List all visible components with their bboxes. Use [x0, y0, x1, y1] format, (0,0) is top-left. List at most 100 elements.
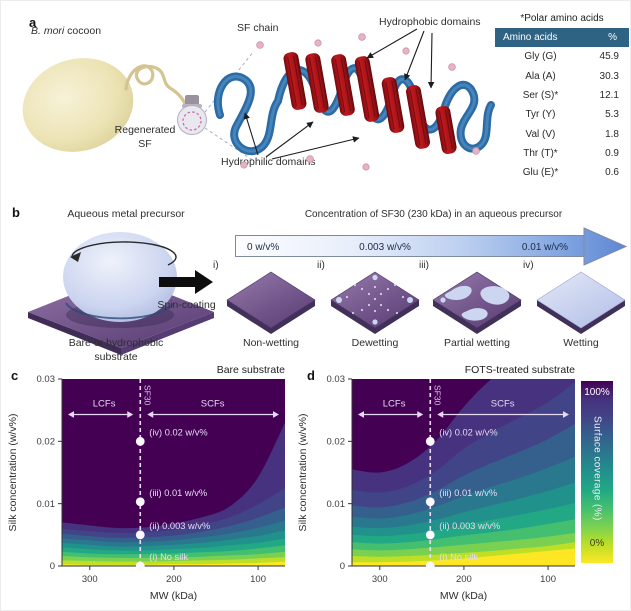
amino-name-cell: Tyr (Y): [495, 105, 586, 125]
droplet-illustration: [28, 232, 214, 355]
x-tick-label: 300: [82, 574, 98, 585]
amino-table-row: Gly (G) 45.9: [495, 47, 629, 67]
regenerated-sf-label: Regenerated SF: [114, 124, 176, 150]
y-tick-label: 0.01: [327, 499, 346, 510]
amino-percent-cell: 0.6: [585, 163, 629, 183]
y-tick-label: 0.02: [327, 437, 346, 448]
x-tick-label: 200: [456, 574, 472, 585]
sf-chain-illustration: [213, 28, 495, 171]
substrate-icon-droplets: [330, 271, 420, 334]
colorbar-max-label: 100%: [584, 387, 610, 398]
y-tick-label: 0.01: [37, 499, 56, 510]
data-point: [425, 436, 435, 446]
arrow-tick-2: 0.01 w/v%: [522, 242, 568, 253]
callout-line-bottom: [204, 127, 255, 162]
concentration-arrow-title: Concentration of SF30 (230 kDa) in an aq…: [304, 209, 563, 220]
state-name-label: Non-wetting: [242, 337, 300, 349]
amino-name-cell: Ala (A): [495, 66, 586, 86]
amino-name-cell: Gly (G): [495, 47, 586, 67]
amino-name-cell: Ser (S)*: [495, 85, 586, 106]
x-tick-label: 300: [372, 574, 388, 585]
data-point: [425, 497, 435, 507]
state-numeral: i): [213, 260, 219, 271]
amino-table-header-cell: %: [608, 32, 617, 43]
x-tick-label: 100: [250, 574, 266, 585]
hydrophobic-domains-label: Hydrophobic domains: [379, 16, 481, 28]
silk-thread-icon: [124, 64, 188, 109]
hydrophilic-arrows: [243, 112, 360, 160]
amino-name-cell: Thr (T)*: [495, 143, 586, 164]
hydrophobic-cylinder: [406, 85, 430, 149]
scf-region-arrow-left-head: [147, 411, 154, 418]
amino-table-row: Val (V) 1.8: [495, 124, 629, 144]
contour-band: [352, 548, 575, 566]
panel-c-label: c: [11, 368, 19, 383]
spin-rotation-arrowhead: [70, 252, 81, 262]
wetting-state-patches: iii) Partial wetting: [419, 260, 523, 349]
amino-table-row: Glu (E)* 0.6: [495, 163, 629, 183]
amino-table-row: Ser (S)* 12.1: [495, 85, 629, 106]
contour-area: [62, 379, 285, 566]
amino-percent-cell: 1.8: [585, 124, 629, 144]
data-point-label: (iii) 0.01 w/v%: [439, 488, 497, 498]
data-point-label: (iv) 0.02 w/v%: [149, 427, 207, 437]
arrow-tick-0: 0 w/v%: [247, 242, 279, 253]
hydrophobic-cylinder: [283, 52, 307, 110]
lcf-region-arrow-left-head: [68, 411, 74, 418]
spin-coating-label: Spin-coating: [157, 299, 216, 311]
amino-name-cell: Val (V): [495, 124, 586, 144]
scf-region-label: SCFs: [201, 399, 225, 410]
y-tick-label: 0.02: [37, 437, 56, 448]
scf-region-arrow-right-head: [563, 411, 569, 418]
amino-acid-table-container: *Polar amino acids Amino acids% Gly (G) 4…: [495, 13, 629, 183]
cocoon-label: B. mori cocoon: [31, 25, 102, 37]
data-point: [135, 530, 145, 540]
state-name-label: Partial wetting: [444, 337, 510, 349]
hydrophobic-cylinder: [354, 56, 380, 122]
state-numeral: iii): [419, 260, 429, 271]
wetting-state-droplets: ii) Dewetting: [317, 260, 421, 349]
data-point: [135, 436, 145, 446]
scf-region-arrow-right-head: [273, 411, 279, 418]
amino-table-title: *Polar amino acids: [520, 13, 604, 24]
vial-icon: [177, 95, 207, 135]
data-point-label: (i) No silk: [149, 552, 188, 562]
concentration-gradient-arrow: 0 w/v% 0.003 w/v% 0.01 w/v%: [235, 227, 628, 266]
y-tick-label: 0: [340, 561, 345, 572]
amino-percent-cell: 30.3: [585, 66, 629, 86]
spin-coating-arrow-icon: [159, 270, 213, 294]
lcf-region-arrow-right-head: [417, 411, 424, 418]
data-point: [135, 497, 145, 507]
hydrophilic-domains-label: Hydrophilic domains: [221, 156, 316, 168]
lcf-region-arrow-left-head: [358, 411, 364, 418]
data-point-label: (ii) 0.003 w/v%: [439, 521, 500, 531]
y-axis-title: Silk concentration (w/v%): [297, 414, 309, 532]
state-numeral: iv): [523, 260, 534, 271]
colorbar-min-label: 0%: [589, 538, 605, 549]
x-axis-title: MW (kDa): [150, 590, 197, 602]
hydrophobic-cylinder: [331, 54, 355, 116]
contour-plot-fots: 0 0.01 0.02 0.03 300 200 100 MW (kDa) Silk conce…: [297, 364, 575, 602]
data-point: [425, 561, 435, 571]
substrate-icon-patches: [432, 271, 522, 334]
lcf-region-label: LCFs: [383, 399, 406, 410]
hydrophobic-arrows: [366, 28, 435, 89]
hydrophobic-cylinder: [381, 77, 405, 133]
amino-table-header-cell: Amino acids: [503, 32, 558, 43]
data-point-label: (iv) 0.02 w/v%: [439, 427, 497, 437]
sf30-label: SF30: [142, 385, 152, 406]
sf30-label: SF30: [432, 385, 442, 406]
substrate-side-right: [121, 312, 214, 355]
amino-acid-table: Amino acids% Gly (G) 45.9 Ala (A) 30.3 Ser (…: [495, 28, 629, 183]
amino-table-row: Tyr (Y) 5.3: [495, 105, 629, 125]
wetting-state-bare: i) Non-wetting: [213, 260, 317, 349]
plot-title: FOTS-treated substrate: [465, 364, 575, 376]
amino-table-row: Thr (T)* 0.9: [495, 143, 629, 164]
contour-plot-bare: 0 0.01 0.02 0.03 300 200 100 MW (kDa) Silk conce…: [7, 364, 285, 602]
data-point: [425, 530, 435, 540]
contour-band: [62, 561, 285, 566]
precursor-droplet: [63, 232, 177, 322]
y-tick-label: 0: [50, 561, 55, 572]
wetting-state-full: iv) Wetting: [523, 260, 627, 349]
